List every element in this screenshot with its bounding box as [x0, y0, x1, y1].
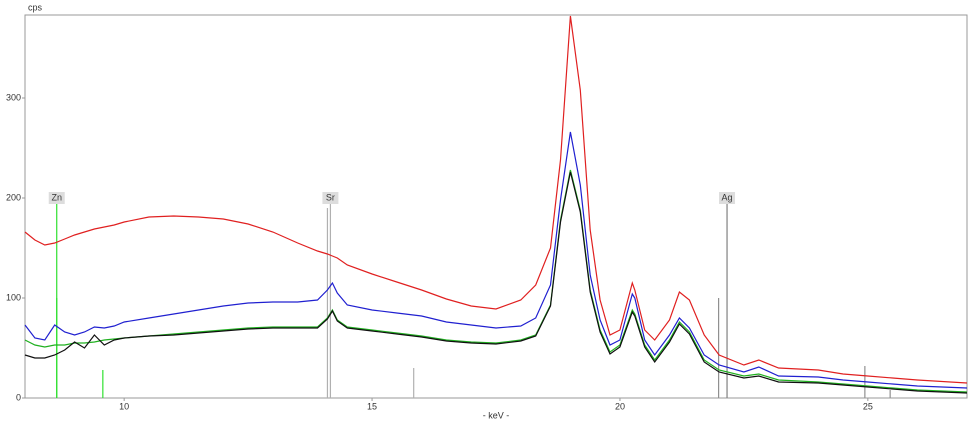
marker-box	[719, 192, 736, 204]
spectrum-line	[24, 131, 968, 389]
spectrum-line	[24, 169, 968, 393]
y-tick-label: 100	[6, 292, 21, 302]
y-tick-label: 200	[6, 192, 21, 202]
marker-label: Zn	[51, 192, 62, 202]
x-tick-label: 25	[863, 401, 873, 411]
y-tick-label: 0	[16, 392, 21, 402]
y-tick-label: 300	[6, 92, 21, 102]
x-tick-label: 10	[119, 401, 129, 411]
x-tick-label: 20	[615, 401, 625, 411]
y-axis-label: cps	[28, 2, 43, 12]
marker-label: Sr	[326, 192, 335, 202]
spectrum-line	[24, 15, 968, 384]
plot-frame	[24, 14, 968, 399]
x-axis-label: - keV -	[483, 410, 510, 420]
marker-box	[322, 192, 339, 204]
spectrum-line	[24, 171, 968, 394]
x-tick-label: 15	[367, 401, 377, 411]
marker-label: Ag	[722, 192, 733, 202]
marker-box	[48, 192, 65, 204]
